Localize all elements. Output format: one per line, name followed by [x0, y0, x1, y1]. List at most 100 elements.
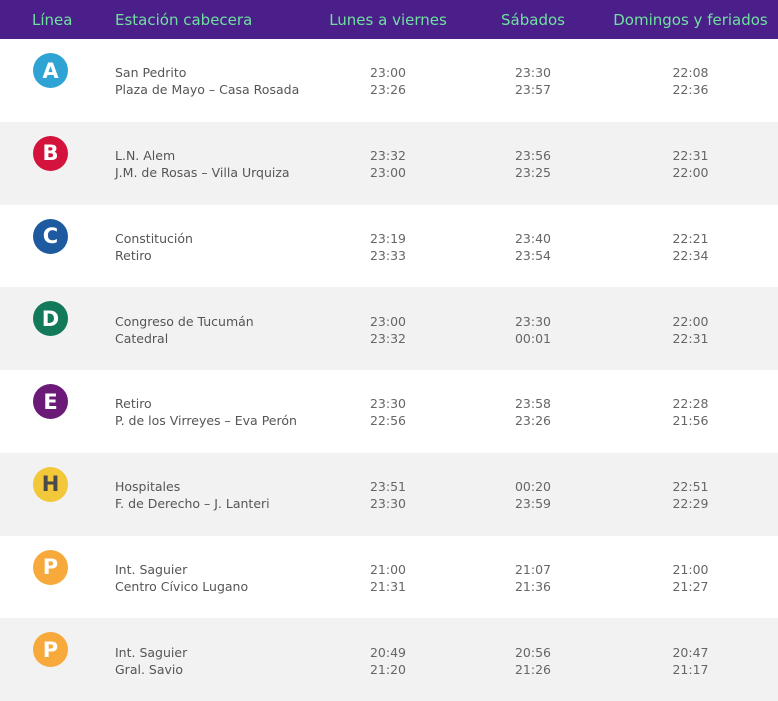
- time-value: 21:07: [514, 561, 552, 577]
- table-row: P Int. Saguier Centro Cívico Lugano 21:00 21…: [0, 536, 778, 619]
- saturdays-times: 23:40 23:54: [463, 231, 603, 263]
- time-value: 23:58: [514, 396, 552, 412]
- line-badge-p: P: [33, 549, 68, 585]
- table-row: B L.N. Alem J.M. de Rosas – Villa Urquiza 2…: [0, 121, 778, 205]
- time-value: 22:00: [672, 313, 709, 329]
- sundays-times: 20:47 21:17: [603, 645, 778, 677]
- time-value: 23:56: [514, 148, 552, 164]
- table-row: P Int. Saguier Gral. Savio 20:49 21:20 20:56 2…: [0, 618, 778, 701]
- table-row: D Congreso de Tucumán Catedral 23:00 23:32 23…: [0, 287, 778, 370]
- station-destination: P. de los Virreyes – Eva Perón: [115, 413, 297, 429]
- station-cell: Constitución Retiro: [100, 231, 313, 263]
- time-value: 22:08: [672, 65, 709, 81]
- header-sundays: Domingos y feriados: [613, 10, 768, 29]
- saturdays-times: 23:56 23:25: [463, 148, 603, 180]
- station-destination: Catedral: [115, 330, 169, 346]
- time-value: 21:36: [514, 578, 552, 594]
- time-value: 22:21: [672, 230, 709, 246]
- time-value: 23:59: [514, 496, 552, 512]
- line-badge-e: E: [33, 384, 68, 419]
- station-cell: Congreso de Tucumán Catedral: [100, 314, 313, 346]
- header-station: Estación cabecera: [115, 10, 253, 29]
- time-value: 23:25: [514, 165, 552, 181]
- sundays-times: 22:21 22:34: [603, 231, 778, 263]
- station-cell: Int. Saguier Centro Cívico Lugano: [100, 562, 313, 594]
- time-value: 22:51: [672, 479, 709, 495]
- time-value: 00:20: [514, 479, 552, 495]
- time-value: 21:00: [672, 561, 709, 577]
- saturdays-times: 20:56 21:26: [463, 645, 603, 677]
- sundays-times: 22:51 22:29: [603, 479, 778, 511]
- table-row: E Retiro P. de los Virreyes – Eva Perón 23:…: [0, 370, 778, 453]
- station-origin: Congreso de Tucumán: [115, 313, 254, 329]
- weekdays-times: 21:00 21:31: [313, 562, 463, 594]
- weekdays-times: 23:32 23:00: [313, 148, 463, 180]
- sundays-times: 22:00 22:31: [603, 314, 778, 346]
- station-cell: San Pedrito Plaza de Mayo – Casa Rosada: [100, 65, 313, 97]
- station-origin: Int. Saguier: [115, 644, 188, 660]
- header-weekdays: Lunes a viernes: [329, 10, 447, 29]
- sundays-times: 22:28 21:56: [603, 396, 778, 428]
- weekdays-times: 23:30 22:56: [313, 396, 463, 428]
- time-value: 22:00: [672, 165, 709, 181]
- station-cell: Retiro P. de los Virreyes – Eva Perón: [100, 396, 313, 428]
- time-value: 23:32: [369, 330, 407, 346]
- saturdays-times: 23:30 23:57: [463, 65, 603, 97]
- time-value: 22:29: [672, 496, 709, 512]
- station-origin: Retiro: [115, 396, 152, 412]
- time-value: 23:51: [369, 479, 407, 495]
- weekdays-times: 23:19 23:33: [313, 231, 463, 263]
- table-header: Línea Estación cabecera Lunes a viernes …: [0, 0, 778, 39]
- time-value: 00:01: [514, 330, 552, 346]
- time-value: 20:47: [672, 644, 709, 660]
- time-value: 21:56: [672, 413, 709, 429]
- station-origin: San Pedrito: [115, 65, 187, 81]
- table-row: H Hospitales F. de Derecho – J. Lanteri 23:…: [0, 452, 778, 536]
- station-destination: Plaza de Mayo – Casa Rosada: [115, 82, 300, 98]
- station-origin: Constitución: [115, 230, 193, 246]
- time-value: 23:30: [369, 496, 407, 512]
- weekdays-times: 23:00 23:32: [313, 314, 463, 346]
- time-value: 23:54: [514, 247, 552, 263]
- sundays-times: 22:08 22:36: [603, 65, 778, 97]
- time-value: 21:17: [672, 661, 709, 677]
- time-value: 21:27: [672, 578, 709, 594]
- saturdays-times: 00:20 23:59: [463, 479, 603, 511]
- header-saturdays: Sábados: [501, 10, 565, 29]
- station-destination: Centro Cívico Lugano: [115, 578, 249, 594]
- time-value: 21:20: [369, 661, 407, 677]
- time-value: 23:00: [369, 313, 407, 329]
- saturdays-times: 23:58 23:26: [463, 396, 603, 428]
- header-line: Línea: [32, 10, 73, 29]
- weekdays-times: 20:49 21:20: [313, 645, 463, 677]
- time-value: 23:00: [369, 65, 407, 81]
- station-destination: Retiro: [115, 247, 152, 263]
- time-value: 20:56: [514, 644, 552, 660]
- time-value: 23:40: [514, 230, 552, 246]
- sundays-times: 21:00 21:27: [603, 562, 778, 594]
- time-value: 22:31: [672, 330, 709, 346]
- station-destination: Gral. Savio: [115, 661, 184, 677]
- saturdays-times: 21:07 21:36: [463, 562, 603, 594]
- time-value: 23:30: [514, 65, 552, 81]
- station-cell: Hospitales F. de Derecho – J. Lanteri: [100, 479, 313, 511]
- station-origin: Int. Saguier: [115, 561, 188, 577]
- line-badge-c: C: [33, 218, 68, 254]
- table-row: A San Pedrito Plaza de Mayo – Casa Rosada 2…: [0, 39, 778, 122]
- station-destination: F. de Derecho – J. Lanteri: [115, 496, 270, 512]
- time-value: 22:28: [672, 396, 709, 412]
- time-value: 22:56: [369, 413, 407, 429]
- time-value: 21:00: [369, 561, 407, 577]
- time-value: 21:26: [514, 661, 552, 677]
- time-value: 20:49: [369, 644, 407, 660]
- time-value: 23:19: [369, 230, 407, 246]
- station-cell: Int. Saguier Gral. Savio: [100, 645, 313, 677]
- time-value: 22:36: [672, 82, 709, 98]
- time-value: 23:32: [369, 148, 407, 164]
- time-value: 21:31: [369, 578, 407, 594]
- station-destination: J.M. de Rosas – Villa Urquiza: [115, 165, 290, 181]
- line-badge-p: P: [33, 632, 68, 668]
- line-badge-b: B: [33, 135, 68, 171]
- time-value: 22:34: [672, 247, 709, 263]
- weekdays-times: 23:00 23:26: [313, 65, 463, 97]
